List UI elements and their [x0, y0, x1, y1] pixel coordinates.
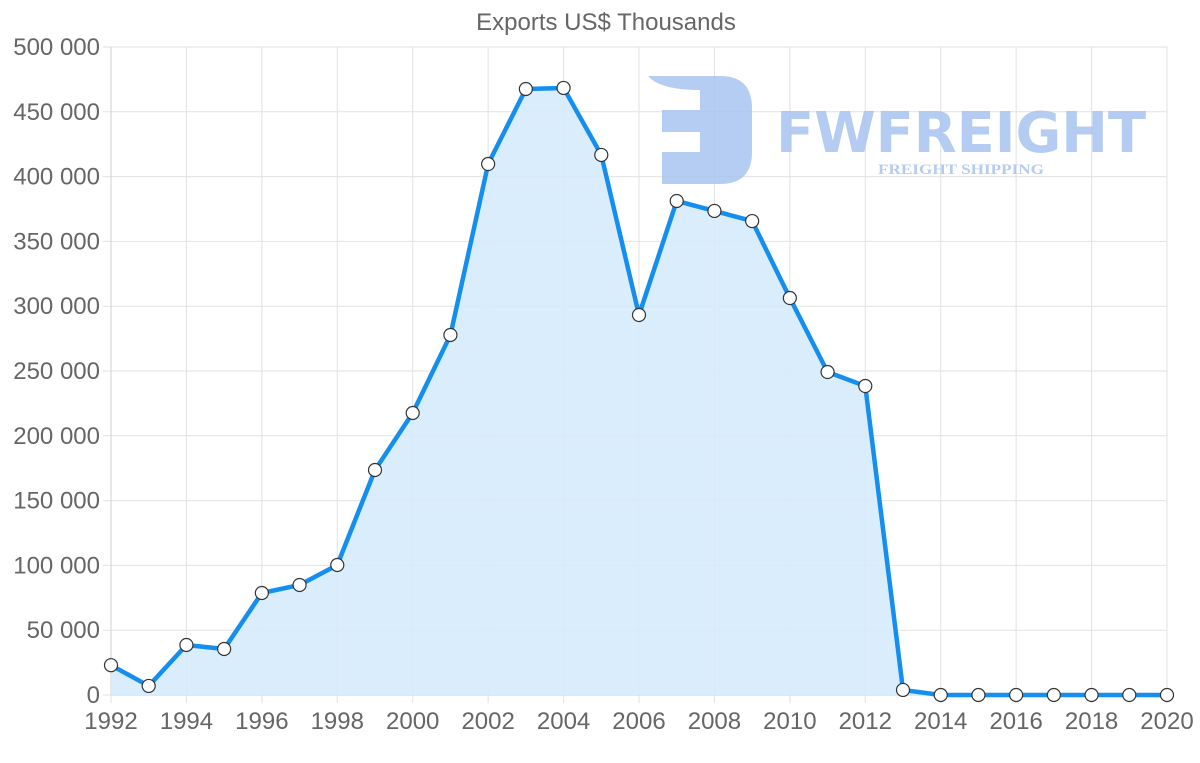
y-tick-label: 200 000: [13, 423, 100, 450]
data-point-2012[interactable]: [858, 378, 873, 394]
data-point-1998[interactable]: [330, 557, 345, 573]
y-axis-ticks: 0 50 000 100 000 150 000 200 000 250 000 300 0…: [13, 34, 100, 709]
y-tick-label: 150 000: [13, 488, 100, 515]
data-point-2018[interactable]: [1084, 687, 1099, 703]
x-tick-label: 2020: [1140, 708, 1193, 735]
data-point-2003[interactable]: [518, 81, 533, 97]
data-point-2008[interactable]: [707, 203, 722, 219]
data-point-2011[interactable]: [820, 364, 835, 380]
data-point-1993[interactable]: [141, 678, 156, 694]
data-point-1996[interactable]: [254, 585, 269, 601]
data-point-1994[interactable]: [179, 637, 194, 653]
x-tick-label: 1996: [235, 708, 288, 735]
watermark-logo: FWFREIGHT FREIGHT SHIPPING: [648, 76, 1146, 184]
x-tick-label: 2008: [688, 708, 741, 735]
x-tick-label: 2002: [461, 708, 514, 735]
watermark-brand: FWFREIGHT: [776, 101, 1146, 166]
y-tick-label: 0: [87, 682, 100, 709]
watermark-tagline: FREIGHT SHIPPING: [878, 162, 1044, 178]
data-point-2005[interactable]: [594, 147, 609, 163]
data-point-2007[interactable]: [669, 193, 684, 209]
y-tick-label: 450 000: [13, 99, 100, 126]
area-fill-path: [111, 87, 1167, 695]
x-tick-label: 2016: [989, 708, 1042, 735]
data-point-2020[interactable]: [1159, 687, 1175, 703]
y-tick-label: 400 000: [13, 164, 100, 191]
data-point-1999[interactable]: [367, 462, 383, 478]
x-tick-label: 1994: [160, 708, 213, 735]
x-tick-label: 2018: [1065, 708, 1118, 735]
y-tick-label: 50 000: [27, 617, 100, 644]
data-points: [103, 80, 1175, 703]
y-tick-label: 100 000: [13, 552, 100, 579]
data-point-2000[interactable]: [405, 405, 420, 421]
data-point-2015[interactable]: [971, 687, 986, 703]
x-tick-label: 2012: [839, 708, 892, 735]
x-axis-ticks: 1992 1994 1996 1998 2000 2002 2004 2006 2008 2010…: [84, 708, 1193, 735]
data-point-1997[interactable]: [292, 577, 307, 593]
x-tick-label: 2006: [612, 708, 665, 735]
y-tick-label: 500 000: [13, 34, 100, 61]
x-tick-label: 2000: [386, 708, 439, 735]
data-point-2002[interactable]: [481, 156, 496, 172]
y-tick-label: 350 000: [13, 228, 100, 255]
data-point-2014[interactable]: [933, 687, 948, 703]
data-point-2004[interactable]: [556, 80, 571, 96]
data-point-1992[interactable]: [103, 658, 119, 673]
x-tick-label: 1992: [84, 708, 137, 735]
data-point-2009[interactable]: [745, 213, 760, 229]
area-fill: [111, 87, 1167, 695]
data-point-1995[interactable]: [217, 641, 232, 657]
x-tick-label: 2014: [914, 708, 967, 735]
data-point-2013[interactable]: [895, 682, 911, 698]
y-tick-label: 300 000: [13, 293, 100, 320]
data-point-2001[interactable]: [443, 327, 458, 343]
x-tick-label: 2004: [537, 708, 590, 735]
x-tick-label: 2010: [763, 708, 816, 735]
x-tick-label: 1998: [311, 708, 364, 735]
y-tick-label: 250 000: [13, 358, 100, 385]
data-point-2010[interactable]: [782, 290, 797, 306]
data-point-2017[interactable]: [1046, 687, 1061, 703]
data-point-2019[interactable]: [1122, 687, 1137, 703]
data-point-2016[interactable]: [1009, 687, 1024, 703]
chart-title: Exports US$ Thousands: [476, 9, 736, 36]
fwfreight-logo-icon: [648, 76, 752, 184]
data-point-2006[interactable]: [631, 307, 647, 323]
